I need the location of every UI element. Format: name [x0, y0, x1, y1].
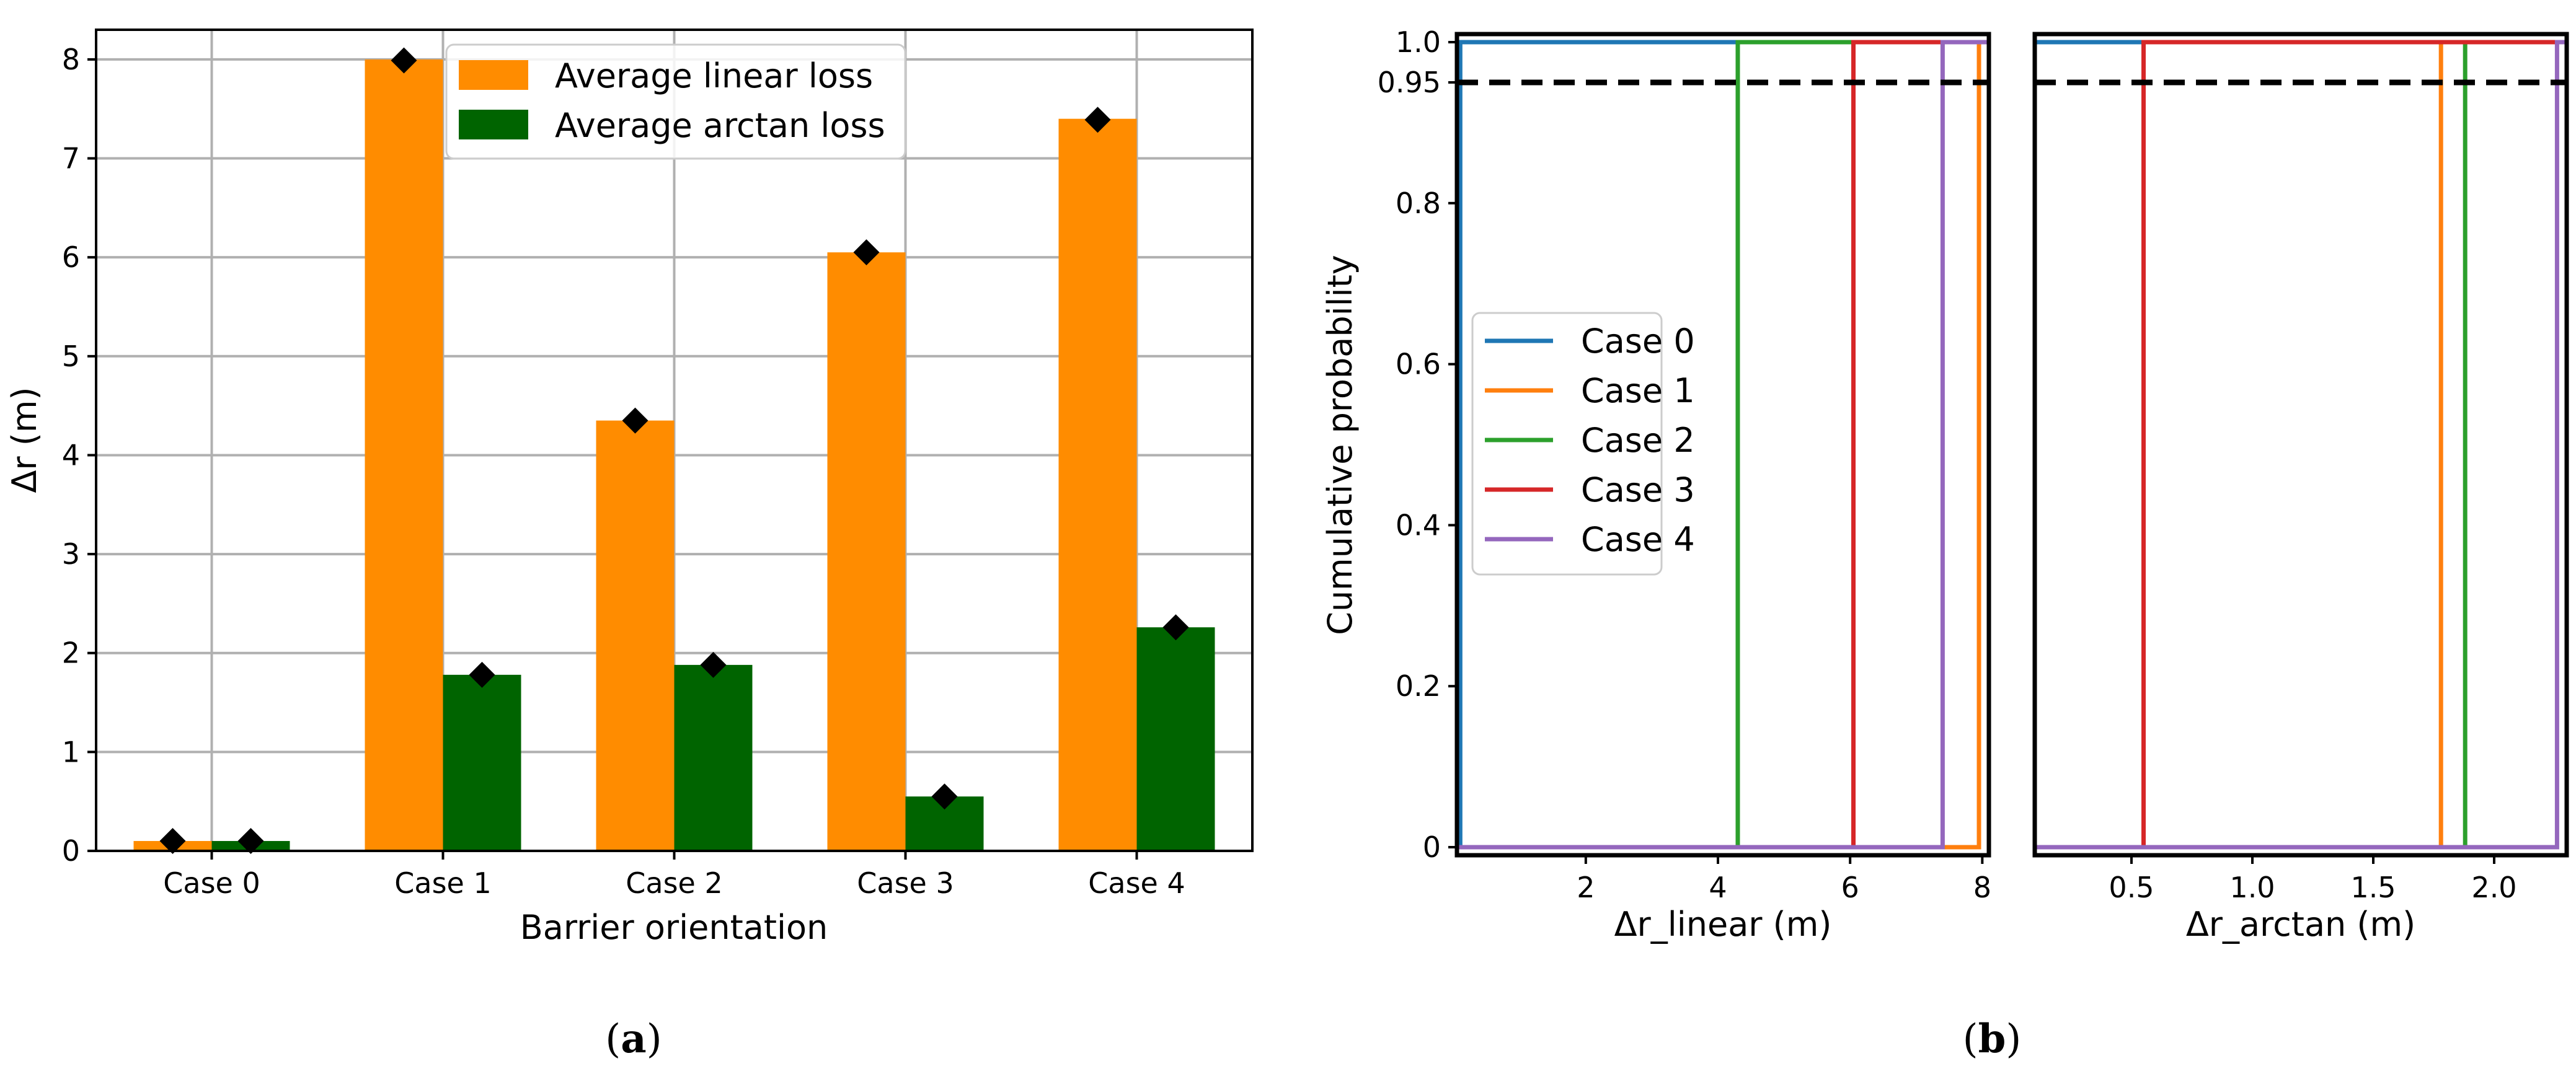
- bar-linear-case-3: [827, 252, 906, 851]
- legend-label-case-4: Case 4: [1581, 520, 1695, 559]
- x-ticks-arctan: 0.5 1.0 1.5 2.0: [2109, 855, 2517, 904]
- y-tick-label: 7: [62, 142, 80, 175]
- cdf-lines-linear: [1457, 40, 1989, 850]
- markers-a: [159, 47, 1189, 855]
- marker-arctan-case-3: [931, 783, 958, 810]
- x-axis-label-linear: Δr_linear (m): [1614, 905, 1832, 944]
- y-tick-label: 0.8: [1396, 187, 1441, 220]
- legend-label-case-0: Case 0: [1581, 322, 1695, 361]
- cdf-line-case-0: [2032, 40, 2567, 848]
- legend-b: Case 0 Case 1 Case 2 Case 3 Case 4: [1471, 312, 1695, 576]
- y-tick-label: 1.0: [1396, 25, 1441, 59]
- x-tick-label: Case 2: [626, 866, 722, 900]
- bar-arctan-case-4: [1136, 627, 1215, 851]
- y-tick-label: 8: [62, 43, 80, 76]
- y-tick-label: 0.2: [1396, 669, 1441, 703]
- y-tick-label: 0: [62, 834, 80, 868]
- x-ticks-linear: 2 4 6 8: [1577, 855, 1991, 904]
- x-tick-label: 8: [1973, 871, 1991, 904]
- bar-arctan-case-2: [674, 664, 753, 851]
- marker-arctan-case-0: [237, 828, 264, 855]
- legend-label-case-3: Case 3: [1581, 470, 1695, 509]
- panel-label-b-letter: b: [1978, 1016, 2006, 1062]
- cdf-line-case-4: [1457, 40, 1989, 850]
- y-tick-label: 0.95: [1378, 66, 1441, 99]
- marker-arctan-case-4: [1162, 614, 1189, 641]
- cdf-chart-arctan: 0.5 1.0 1.5 2.0 Δr_arctan (m) (b): [1963, 32, 2569, 1062]
- cdf-line-case-3: [2035, 40, 2567, 850]
- x-axis-label-a: Barrier orientation: [520, 908, 828, 947]
- legend-swatch-arctan: [459, 110, 528, 139]
- x-tick-label: Case 1: [394, 866, 491, 900]
- legend-label-linear: Average linear loss: [555, 56, 873, 95]
- marker-arctan-case-2: [700, 651, 727, 678]
- panel-label-b-close: ): [2006, 1016, 2021, 1062]
- y-tick-label: 1: [62, 735, 80, 768]
- x-tick-label: Case 4: [1088, 866, 1185, 900]
- bar-linear-case-4: [1058, 118, 1137, 852]
- legend-label-arctan: Average arctan loss: [555, 106, 885, 145]
- legend-box-a: [445, 43, 906, 160]
- cdf-chart-linear: 0 0.2 0.4 0.6 0.8 0.95 1.0 2 4 6 8 Cumulative pro…: [1321, 25, 1991, 944]
- panel-label-a: (a): [605, 1016, 662, 1062]
- bars-a: [133, 59, 1215, 852]
- y-tick-label: 3: [62, 537, 80, 571]
- x-tick-label: 2.0: [2471, 871, 2516, 904]
- cdf-line-case-1: [2035, 40, 2567, 850]
- y-tick-label: 4: [62, 438, 80, 472]
- legend-box-b: [1471, 312, 1663, 576]
- panel-label-a-letter: a: [621, 1016, 646, 1062]
- panel-label-b: (b): [1963, 1016, 2022, 1062]
- y-ticks-a: 0 1 2 3 4 5 6 7 8: [62, 43, 96, 868]
- x-tick-label: 1.0: [2229, 871, 2275, 904]
- x-tick-label: 0.5: [2109, 871, 2154, 904]
- bar-arctan-case-1: [443, 674, 521, 851]
- marker-linear-case-1: [391, 47, 417, 74]
- marker-linear-case-0: [159, 828, 186, 855]
- y-tick-label: 0: [1423, 830, 1441, 864]
- y-tick-label: 0.4: [1396, 508, 1441, 542]
- y-ticks-linear: 0 0.2 0.4 0.6 0.8 0.95 1.0: [1378, 25, 1457, 864]
- y-tick-label: 5: [62, 340, 80, 373]
- cdf-line-case-4: [2035, 40, 2567, 850]
- bar-chart-a: 0 1 2 3 4 5 6 7 8 Case 0 Case 1 Case 2 Case 3 Case 4…: [5, 29, 1254, 1062]
- y-tick-label: 6: [62, 240, 80, 274]
- x-axis-label-arctan: Δr_arctan (m): [2186, 905, 2415, 944]
- cdf-lines-arctan: [2032, 40, 2567, 850]
- panel-label-a-close: ): [647, 1016, 662, 1062]
- marker-arctan-case-1: [469, 661, 495, 688]
- plot-frame-linear: [1454, 32, 1991, 858]
- legend-swatch-linear: [459, 60, 528, 90]
- bar-linear-case-2: [596, 420, 675, 851]
- legend-label-case-1: Case 1: [1581, 371, 1695, 410]
- panel-label-b-open: (: [1963, 1016, 1978, 1062]
- x-tick-label: 4: [1709, 871, 1727, 904]
- x-tick-label: 1.5: [2350, 871, 2396, 904]
- x-tick-label: 6: [1841, 871, 1859, 904]
- legend-a: Average linear loss Average arctan loss: [445, 43, 906, 160]
- marker-linear-case-4: [1084, 107, 1111, 133]
- bar-linear-case-1: [365, 59, 443, 851]
- x-tick-label: 2: [1577, 871, 1595, 904]
- x-tick-label: Case 3: [857, 866, 954, 900]
- y-tick-label: 2: [62, 636, 80, 670]
- panel-label-a-open: (: [605, 1016, 621, 1062]
- cdf-line-case-2: [2035, 40, 2567, 850]
- x-tick-label: Case 0: [163, 866, 260, 900]
- marker-linear-case-2: [622, 407, 648, 434]
- plot-frame-arctan: [2032, 32, 2569, 858]
- x-ticks-a: Case 0 Case 1 Case 2 Case 3 Case 4: [163, 851, 1185, 900]
- y-tick-label: 0.6: [1396, 348, 1441, 381]
- marker-linear-case-3: [853, 239, 880, 266]
- y-axis-label-a: Δr (m): [5, 387, 44, 493]
- y-axis-label-b: Cumulative probability: [1321, 255, 1360, 635]
- legend-label-case-2: Case 2: [1581, 421, 1695, 460]
